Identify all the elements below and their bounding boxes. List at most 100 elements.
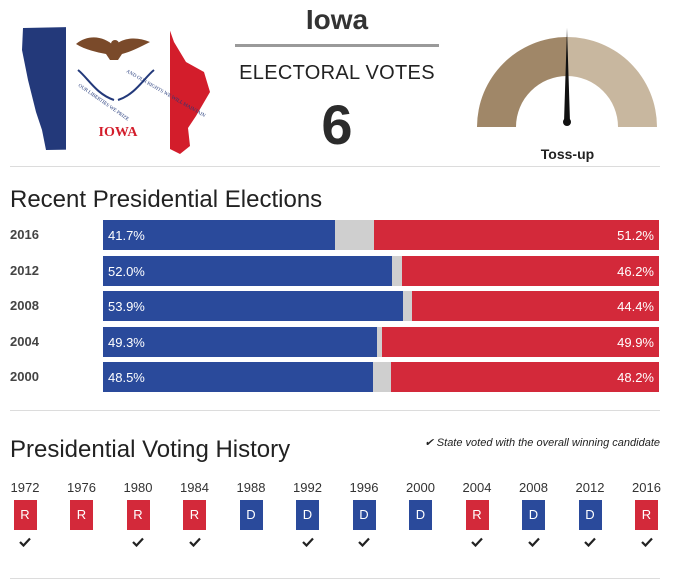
checkmark-icon: ✔ [424,437,434,449]
state-name: Iowa [305,4,369,35]
checkmark-icon [401,534,441,548]
election-bar: 48.5% 48.2% [103,362,659,392]
electoral-votes-label: ELECTORAL VOTES [239,62,435,84]
dem-bar: 48.5% [103,362,373,392]
rep-bar: 46.2% [402,255,659,286]
gauge-needle-hub [563,118,571,126]
party-badge: R [13,500,37,530]
election-year-label: 2012 [10,262,39,278]
history-year-label: 1992 [293,480,322,495]
checkmark-icon [5,534,45,548]
gauge-right-arc [567,37,657,127]
election-row: 2016 41.7% 51.2% [10,220,660,250]
flag-red-stripe [170,25,210,154]
gauge-left-arc [477,37,567,127]
rating-label: Toss-up [540,146,595,162]
rep-bar: 48.2% [391,362,659,392]
rep-bar: 51.2% [374,220,659,250]
dem-bar: 53.9% [103,291,403,321]
election-year-label: 2016 [10,227,39,242]
checkmark-icon [175,534,215,548]
checkmark-icon [118,534,158,548]
history-year-label: 2012 [575,480,605,495]
election-row: 2008 53.9% 44.4% [10,291,660,321]
party-badge: R [465,500,489,530]
winner-note: ✔ State voted with the overall winning c… [418,436,660,449]
election-year-label: 2004 [10,333,39,349]
history-cell: 2000 D [401,480,441,548]
recent-elections-title: Recent Presidential Elections [10,186,323,213]
iowa-state-flag-map: OUR LIBERTIES WE PRIZE AND OUR RIGHTS WE… [22,25,210,154]
title-divider [235,44,439,47]
history-cell: 2016 R [627,480,667,548]
election-row: 2004 49.3% 49.9% [10,326,660,357]
dem-percent-label: 48.5% [108,370,145,385]
voting-history-table: 1972 R 1976 R 1980 R 1984 R 1988 D 1992 D 1996 D 2000 D… [0,480,675,550]
history-cell: 2012 D [570,480,610,548]
history-cell: 2004 R [457,480,497,548]
election-row: 2012 52.0% 46.2% [10,255,660,286]
history-cell: 1972 R [5,480,45,548]
history-year-label: 2016 [632,480,661,495]
rating-gauge [477,28,657,127]
dem-percent-label: 49.3% [108,334,145,350]
party-badge: R [70,500,93,530]
history-year-label: 1972 [10,480,40,495]
party-badge: D [239,500,263,530]
checkmark-icon [231,534,271,548]
party-badge: D [522,500,545,530]
dem-percent-label: 41.7% [108,228,145,243]
history-year-label: 2000 [406,480,435,495]
dem-percent-label: 53.9% [108,299,145,314]
history-year-label: 1988 [236,480,266,495]
history-cell: 1992 D [288,480,328,548]
election-row: 2000 48.5% 48.2% [10,362,660,392]
election-bar: 49.3% 49.9% [103,326,659,357]
party-badge: D [578,500,602,530]
divider [10,578,660,579]
checkmark-icon [288,534,328,548]
rep-percent-label: 49.9% [617,334,654,350]
rep-percent-label: 46.2% [617,263,654,279]
party-badge: R [635,500,658,530]
history-cell: 1988 D [231,480,271,548]
rep-bar: 44.4% [412,291,659,321]
checkmark-icon [457,534,497,548]
history-year-label: 1976 [67,480,96,495]
history-year-label: 2008 [519,480,548,495]
history-year-label: 1996 [349,480,379,495]
party-badge: D [409,500,432,530]
party-badge: R [126,500,150,530]
winner-note-text: State voted with the overall winning can… [436,437,660,449]
flag-blue-stripe [22,25,66,154]
flag-iowa-text: IOWA [99,125,139,140]
history-cell: 1996 D [344,480,384,548]
checkmark-icon [570,534,610,548]
electoral-votes-count: 6 [321,93,353,156]
history-cell: 2008 D [514,480,554,548]
checkmark-icon [62,534,102,548]
election-bar: 52.0% 46.2% [103,255,659,286]
rep-percent-label: 48.2% [617,370,654,385]
party-badge: R [183,500,206,530]
rep-bar: 49.9% [381,326,659,357]
dem-bar: 52.0% [103,255,393,286]
election-year-label: 2008 [10,298,39,313]
ribbon-icon [77,69,155,101]
election-bar: 41.7% 51.2% [103,220,659,250]
election-bar: 53.9% 44.4% [103,291,659,321]
rep-percent-label: 44.4% [617,299,654,314]
election-year-label: 2000 [10,369,39,384]
checkmark-icon [344,534,384,548]
dem-bar: 41.7% [103,220,335,250]
history-cell: 1980 R [118,480,158,548]
dem-bar: 49.3% [103,326,378,357]
history-cell: 1976 R [62,480,102,548]
history-cell: 1984 R [175,480,215,548]
voting-history-title: Presidential Voting History [10,436,291,463]
rep-percent-label: 51.2% [617,228,654,243]
party-badge: D [296,500,319,530]
dem-percent-label: 52.0% [108,263,145,279]
checkmark-icon [627,534,667,548]
eagle-icon [76,37,150,60]
